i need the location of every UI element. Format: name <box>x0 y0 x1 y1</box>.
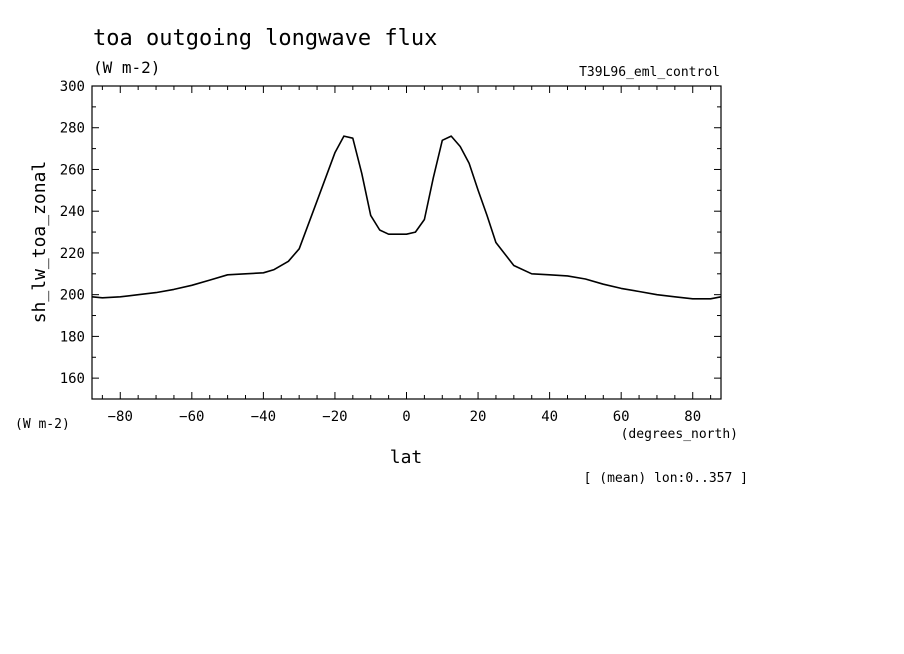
series-line <box>91 135 722 300</box>
y-tick-label: 200 <box>60 288 85 304</box>
x-tick-label: 40 <box>541 409 558 425</box>
chart-units: (W m-2) <box>93 58 160 77</box>
y-tick-label: 300 <box>60 79 85 95</box>
x-tick-label: 60 <box>613 409 630 425</box>
y-tick-label: 260 <box>60 162 85 178</box>
y-tick-label: 240 <box>60 204 85 220</box>
x-axis-units: (degrees_north) <box>621 427 738 442</box>
x-tick-label: 80 <box>684 409 701 425</box>
experiment-label: T39L96_eml_control <box>579 65 720 80</box>
x-axis-title: lat <box>390 447 423 468</box>
y-tick-labels: 160 180 200 220 240 260 280 300 <box>60 79 85 387</box>
axis-ticks <box>92 85 721 400</box>
x-tick-label: −80 <box>108 409 133 425</box>
plot-frame <box>91 85 722 400</box>
x-tick-label: −60 <box>179 409 204 425</box>
y-axis-units: (W m-2) <box>15 417 70 432</box>
chart-title: toa outgoing longwave flux <box>93 26 437 51</box>
y-tick-label: 160 <box>60 371 85 387</box>
x-tick-label: −20 <box>322 409 347 425</box>
x-tick-label: −40 <box>251 409 276 425</box>
x-tick-labels: −80 −60 −40 −20 0 20 40 60 80 <box>108 409 702 425</box>
x-tick-label: 0 <box>402 409 410 425</box>
footnote: [ (mean) lon:0..357 ] <box>584 471 748 486</box>
x-tick-label: 20 <box>470 409 487 425</box>
y-tick-label: 220 <box>60 246 85 262</box>
y-tick-label: 180 <box>60 329 85 345</box>
y-axis-title: sh_lw_toa_zonal <box>29 161 50 324</box>
y-tick-label: 280 <box>60 121 85 137</box>
